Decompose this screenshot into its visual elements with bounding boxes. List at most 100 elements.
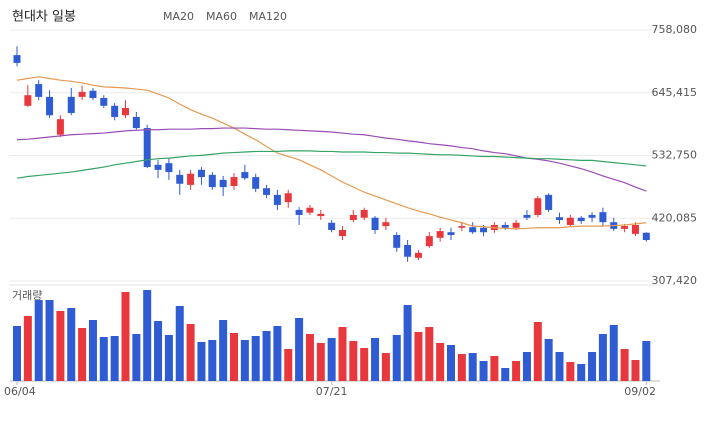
x-tick-label: 09/02 bbox=[624, 385, 656, 398]
candle-body bbox=[599, 212, 607, 223]
volume-bar bbox=[154, 321, 163, 381]
volume-bar bbox=[164, 335, 173, 381]
volume-bar bbox=[34, 300, 43, 381]
volume-bar bbox=[533, 322, 542, 381]
volume-bar bbox=[110, 336, 119, 381]
volume-bar bbox=[88, 320, 97, 381]
candle-body bbox=[371, 217, 379, 230]
volume-bar bbox=[78, 328, 87, 381]
candle-body bbox=[273, 194, 281, 205]
volume-bar bbox=[371, 338, 380, 381]
candle-body bbox=[393, 235, 401, 248]
volume-bar bbox=[403, 305, 412, 381]
candle-body bbox=[208, 174, 216, 188]
volume-bar bbox=[555, 352, 564, 381]
candle-body bbox=[132, 116, 140, 129]
candle-body bbox=[534, 198, 542, 215]
volume-bar bbox=[121, 292, 130, 381]
candle-body bbox=[436, 231, 444, 238]
candle-body bbox=[382, 222, 390, 227]
volume-bar bbox=[457, 354, 466, 381]
candle-body bbox=[588, 214, 596, 218]
ma-line bbox=[16, 127, 647, 192]
volume-bar bbox=[56, 311, 65, 381]
candle-body bbox=[176, 174, 184, 184]
y-tick-label: 420,085 bbox=[652, 211, 698, 224]
candle-body bbox=[219, 179, 227, 188]
candle-body bbox=[349, 214, 357, 220]
candle-body bbox=[263, 188, 271, 195]
volume-bar bbox=[262, 331, 271, 381]
volume-bar bbox=[284, 349, 293, 381]
candle-body bbox=[621, 226, 629, 229]
volume-bar bbox=[577, 364, 586, 381]
volume-bar bbox=[479, 361, 488, 381]
volume-bar bbox=[208, 340, 217, 381]
volume-bar bbox=[512, 361, 521, 381]
candle-body bbox=[306, 207, 314, 213]
volume-label: 거래량 bbox=[12, 289, 42, 302]
ma-line bbox=[16, 150, 647, 179]
legend-entry: MA20 bbox=[163, 10, 194, 23]
volume-bar bbox=[230, 333, 238, 381]
volume-bar bbox=[501, 368, 510, 381]
volume-bar bbox=[620, 349, 629, 381]
volume-bar bbox=[186, 324, 195, 381]
candle-body bbox=[425, 236, 433, 247]
candle-body bbox=[631, 224, 639, 234]
candle-body bbox=[67, 96, 75, 114]
volume-bar bbox=[305, 334, 314, 381]
volume-bar bbox=[99, 337, 108, 381]
candle-body bbox=[480, 227, 488, 233]
candle-body bbox=[642, 232, 650, 241]
candle-body bbox=[111, 105, 119, 117]
legend-entry: MA60 bbox=[206, 10, 237, 23]
candle-body bbox=[512, 222, 520, 228]
volume-bar bbox=[566, 362, 575, 381]
volume-bar bbox=[522, 352, 531, 381]
candle-body bbox=[577, 217, 585, 222]
chart-title: 현대차 일봉 bbox=[12, 10, 76, 25]
volume-bar bbox=[447, 345, 455, 381]
candle-body bbox=[469, 227, 477, 233]
volume-bar bbox=[642, 341, 651, 381]
volume-bar bbox=[13, 326, 21, 381]
y-tick-label: 307,420 bbox=[652, 274, 698, 287]
candle-body bbox=[46, 96, 54, 116]
candle-body bbox=[360, 209, 368, 218]
candle-body bbox=[556, 217, 563, 220]
candle-body bbox=[404, 245, 412, 257]
volume-bar bbox=[436, 343, 445, 381]
volume-bar bbox=[588, 352, 597, 381]
volume-bar bbox=[392, 335, 401, 381]
volume-bar bbox=[67, 308, 76, 381]
y-tick-label: 532,750 bbox=[652, 149, 698, 162]
candle-body bbox=[89, 90, 97, 98]
volume-bar bbox=[338, 327, 347, 381]
volume-bar bbox=[273, 326, 282, 381]
volume-bar bbox=[175, 306, 184, 381]
candle-body bbox=[35, 84, 43, 97]
candle-body bbox=[187, 173, 195, 185]
legend-entry: MA120 bbox=[249, 10, 287, 23]
candle-body bbox=[143, 128, 151, 168]
volume-bar bbox=[468, 353, 477, 381]
candle-body bbox=[56, 119, 64, 135]
candle-body bbox=[241, 172, 249, 179]
x-tick-label: 06/04 bbox=[4, 385, 36, 398]
volume-bar bbox=[251, 336, 260, 381]
volume-bar bbox=[143, 290, 152, 381]
candle-body bbox=[252, 177, 260, 189]
volume-bar bbox=[197, 342, 206, 381]
candle-body bbox=[197, 169, 205, 178]
candle-body bbox=[328, 222, 336, 230]
volume-bar bbox=[132, 334, 141, 381]
candle-body bbox=[545, 194, 553, 210]
candle-body bbox=[501, 224, 509, 228]
volume-bar bbox=[316, 343, 325, 381]
volume-bar bbox=[609, 325, 618, 381]
volume-bar bbox=[425, 327, 434, 381]
volume-bar bbox=[349, 341, 358, 381]
candle-body bbox=[458, 226, 466, 228]
